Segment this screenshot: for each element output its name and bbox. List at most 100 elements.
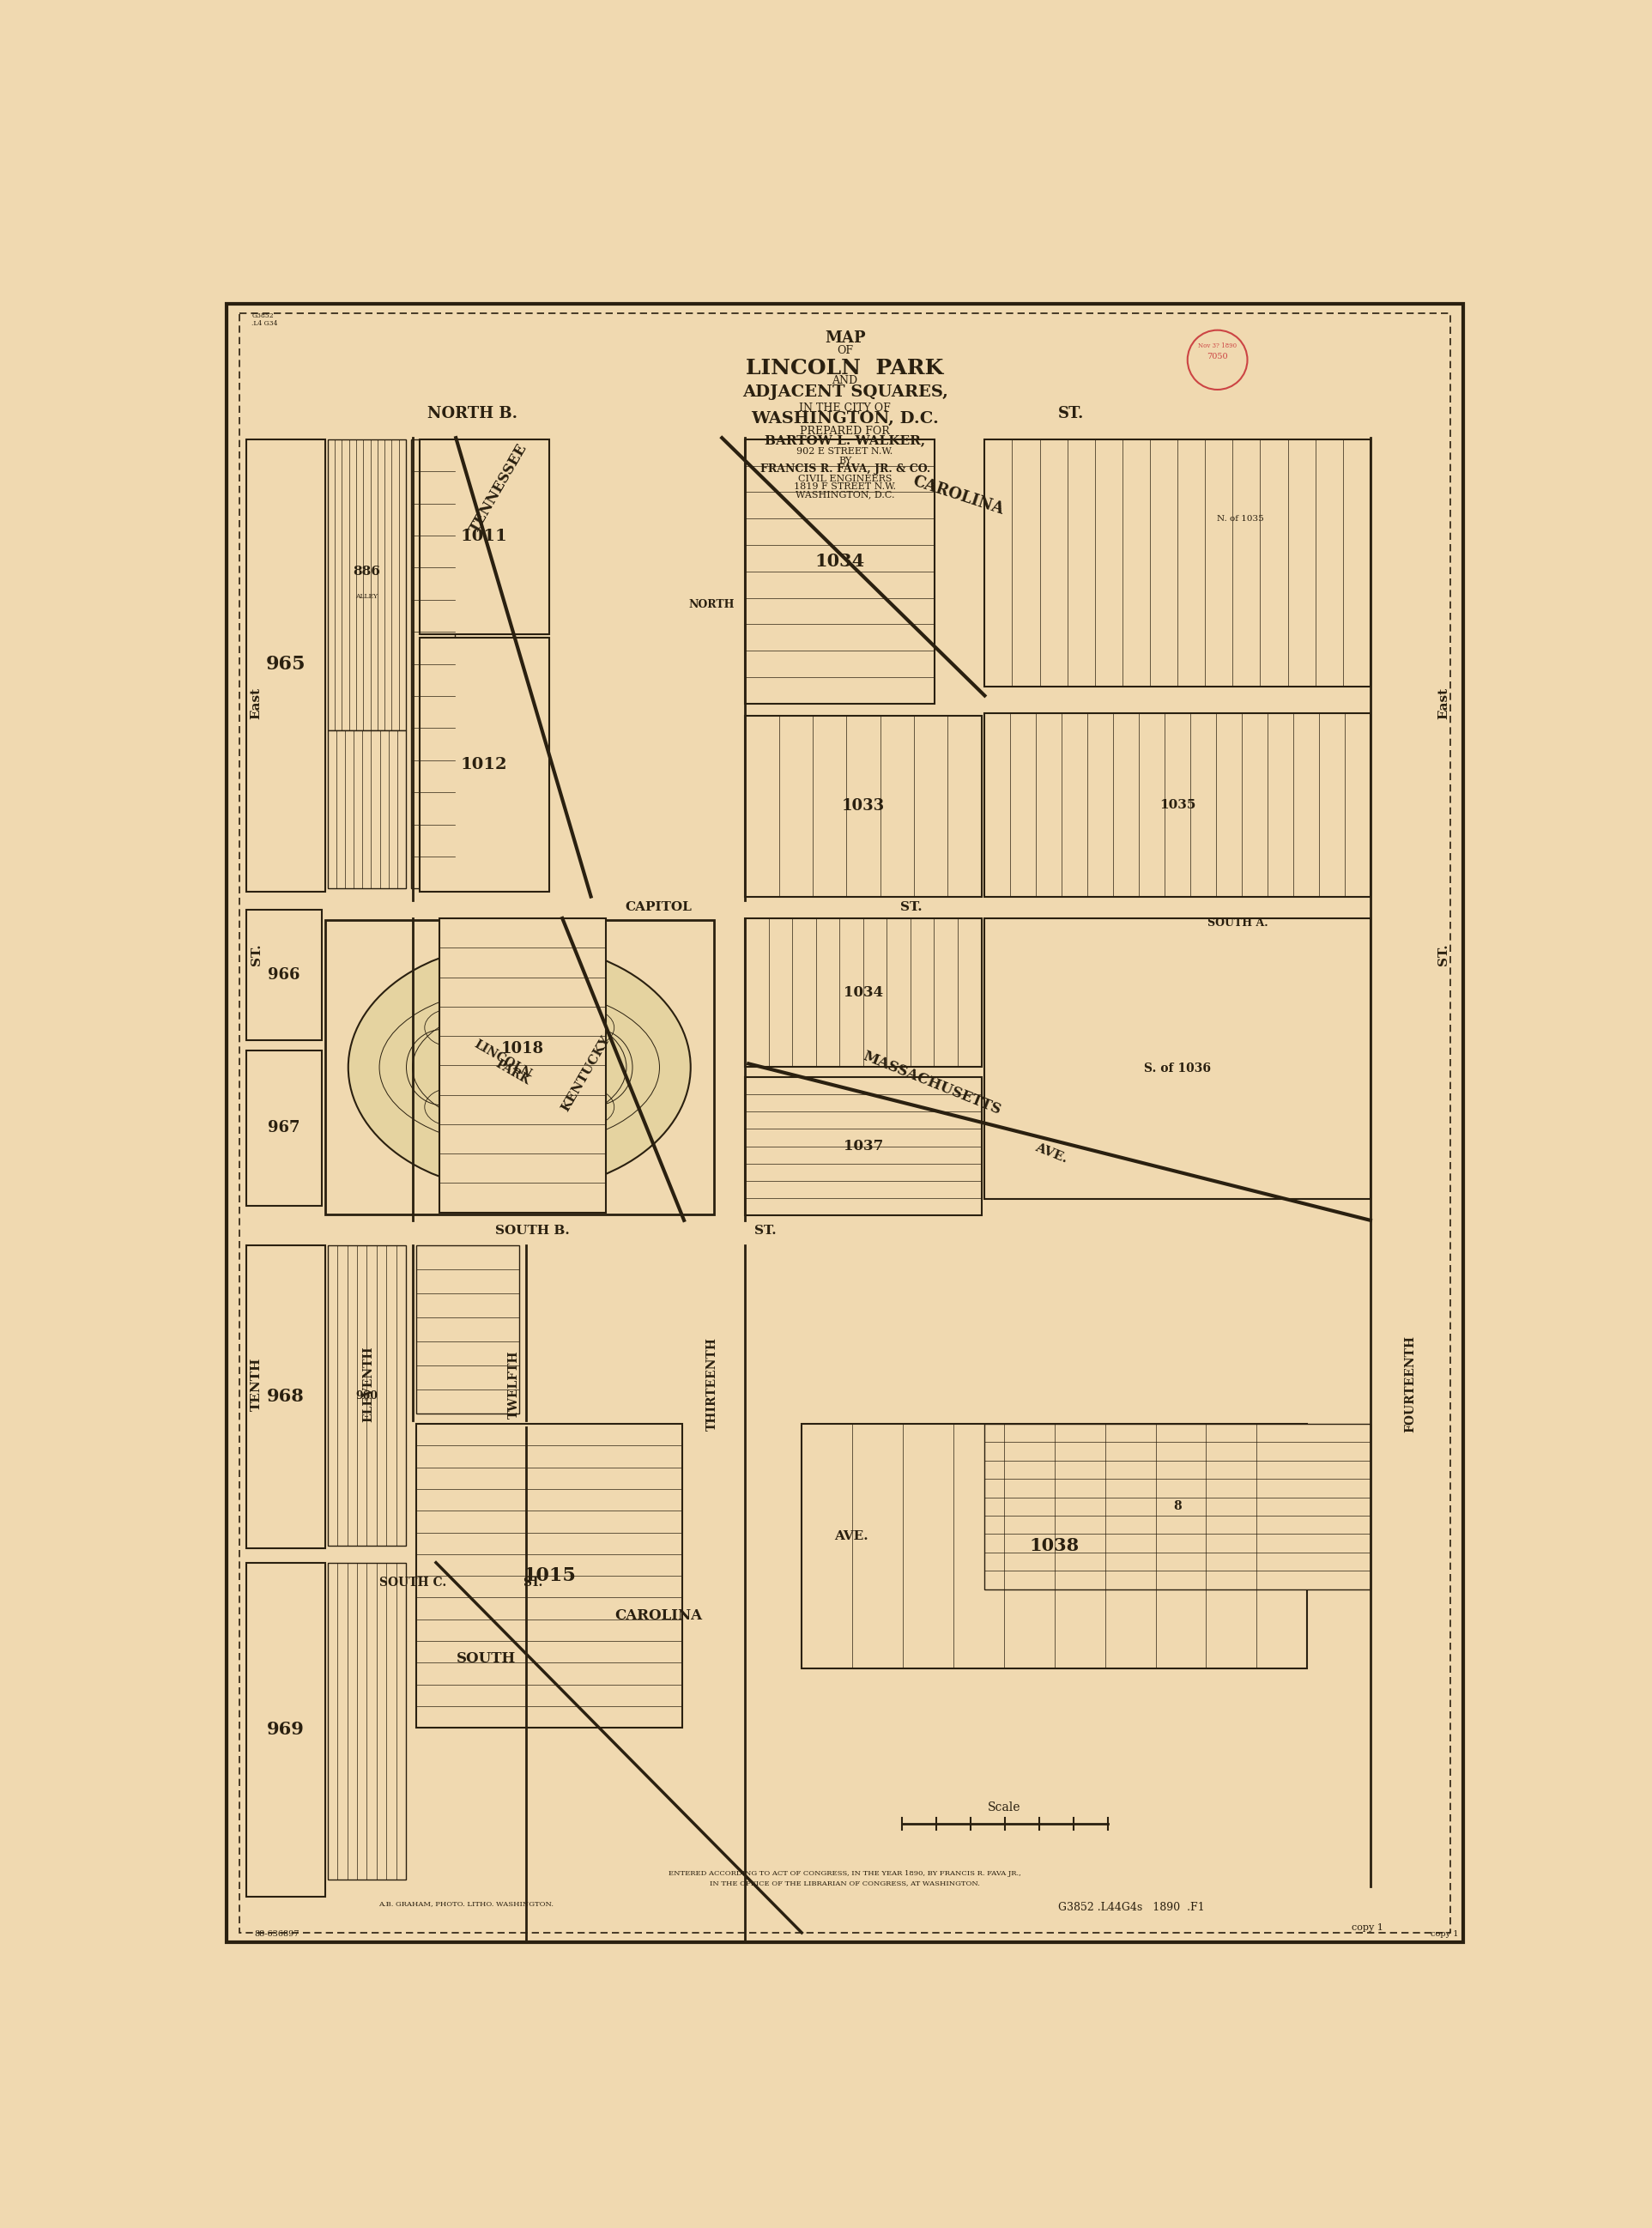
Text: FRANCIS R. FAVA, JR. & CO.: FRANCIS R. FAVA, JR. & CO.	[760, 463, 930, 475]
Text: TENTH: TENTH	[251, 1357, 263, 1410]
Text: 967: 967	[268, 1121, 299, 1136]
Text: ELEVENTH: ELEVENTH	[362, 1346, 373, 1421]
Text: ST.: ST.	[251, 945, 263, 965]
Text: TENNESSEE: TENNESSEE	[468, 441, 530, 537]
Text: CAROLINA: CAROLINA	[615, 1609, 702, 1622]
Text: BY: BY	[839, 457, 851, 466]
Bar	[411, 439, 454, 889]
Bar	[246, 909, 322, 1040]
Text: Nov 3? 1890: Nov 3? 1890	[1198, 343, 1237, 350]
Text: 969: 969	[268, 1720, 304, 1738]
Text: copy 1: copy 1	[1431, 1929, 1459, 1938]
Text: WASHINGTON, D.C.: WASHINGTON, D.C.	[752, 410, 938, 426]
Bar	[327, 439, 406, 731]
Text: CAPITOL: CAPITOL	[626, 900, 692, 913]
Text: ST.: ST.	[755, 1225, 776, 1237]
Bar	[420, 637, 548, 891]
Text: 1011: 1011	[461, 528, 507, 544]
Text: 1035: 1035	[1160, 800, 1196, 811]
Text: Scale: Scale	[988, 1800, 1021, 1814]
Text: SOUTH C.: SOUTH C.	[378, 1577, 446, 1589]
Text: A.B. GRAHAM, PHOTO. LITHO. WASHINGTON.: A.B. GRAHAM, PHOTO. LITHO. WASHINGTON.	[378, 1900, 553, 1907]
Text: 1037: 1037	[844, 1139, 884, 1154]
Circle shape	[458, 1056, 481, 1078]
Text: 886: 886	[354, 566, 380, 577]
Text: ST.: ST.	[1437, 945, 1449, 965]
Text: 1034: 1034	[814, 553, 866, 570]
Text: G3852 .L44G4s   1890  .F1: G3852 .L44G4s 1890 .F1	[1057, 1903, 1204, 1914]
Text: FOURTEENTH: FOURTEENTH	[1404, 1337, 1416, 1433]
Text: LINCOLN  PARK: LINCOLN PARK	[747, 359, 943, 379]
Bar	[745, 918, 981, 1067]
Text: 1033: 1033	[843, 798, 885, 813]
Text: AND: AND	[833, 374, 857, 385]
Bar	[801, 1424, 1307, 1669]
Text: 8: 8	[1173, 1499, 1181, 1513]
Text: TWELFTH: TWELFTH	[507, 1350, 520, 1419]
Bar	[745, 715, 981, 898]
Text: ENTERED ACCORDING TO ACT OF CONGRESS, IN THE YEAR 1890, BY FRANCIS R. FAVA JR.,: ENTERED ACCORDING TO ACT OF CONGRESS, IN…	[669, 1869, 1021, 1876]
Text: PREPARED FOR: PREPARED FOR	[800, 426, 890, 437]
Text: 1018: 1018	[501, 1040, 544, 1056]
Text: 88-636897: 88-636897	[254, 1929, 299, 1938]
Text: copy 1: copy 1	[1351, 1923, 1383, 1932]
Text: THIRTEENTH: THIRTEENTH	[705, 1337, 719, 1430]
Text: CAROLINA: CAROLINA	[910, 472, 1006, 517]
Text: 1015: 1015	[522, 1566, 575, 1586]
Text: 965: 965	[266, 655, 306, 673]
Text: BARTOW L. WALKER,: BARTOW L. WALKER,	[765, 434, 925, 446]
Bar	[985, 1424, 1371, 1589]
Bar	[985, 713, 1371, 898]
Bar	[246, 1049, 322, 1205]
Bar	[325, 920, 714, 1214]
Text: ST.: ST.	[900, 900, 922, 913]
Text: AVE.: AVE.	[834, 1531, 869, 1542]
Bar	[327, 731, 406, 889]
Text: 968: 968	[268, 1388, 304, 1406]
Text: LINCOLN: LINCOLN	[472, 1038, 534, 1081]
Text: NORTH B.: NORTH B.	[428, 405, 517, 421]
Text: SOUTH A.: SOUTH A.	[1208, 918, 1267, 929]
Text: S. of 1036: S. of 1036	[1145, 1063, 1211, 1074]
Bar	[327, 1245, 406, 1546]
Text: IN THE CITY OF: IN THE CITY OF	[800, 403, 890, 414]
Bar	[985, 439, 1371, 686]
Text: SOUTH B.: SOUTH B.	[496, 1225, 570, 1237]
Bar	[745, 1076, 981, 1216]
Text: ST.: ST.	[1057, 405, 1084, 421]
Text: East: East	[251, 688, 263, 720]
Text: 1038: 1038	[1029, 1537, 1079, 1555]
Bar	[246, 1562, 325, 1896]
Text: ST.: ST.	[522, 1577, 542, 1589]
Bar	[745, 439, 935, 704]
Text: OF: OF	[838, 345, 852, 356]
Text: PARK: PARK	[494, 1058, 532, 1087]
Text: 7050: 7050	[1208, 352, 1227, 361]
Text: IN THE OFFICE OF THE LIBRARIAN OF CONGRESS, AT WASHINGTON.: IN THE OFFICE OF THE LIBRARIAN OF CONGRE…	[710, 1880, 980, 1887]
Bar	[439, 918, 606, 1212]
Ellipse shape	[349, 945, 691, 1190]
Text: MAP: MAP	[824, 330, 866, 345]
Text: SOUTH: SOUTH	[456, 1651, 515, 1667]
Bar	[327, 1562, 406, 1880]
Text: KENTUCKY: KENTUCKY	[558, 1034, 613, 1114]
Text: 1012: 1012	[461, 758, 507, 773]
Text: East: East	[1437, 688, 1449, 720]
Text: WASHINGTON, D.C.: WASHINGTON, D.C.	[795, 490, 894, 499]
Text: ADJACENT SQUARES,: ADJACENT SQUARES,	[742, 383, 948, 399]
Text: G3852
.L4 G34: G3852 .L4 G34	[251, 312, 278, 328]
Text: 1819 F STREET N.W.: 1819 F STREET N.W.	[795, 481, 895, 490]
Text: ALLEY: ALLEY	[355, 593, 378, 599]
Bar	[416, 1424, 682, 1729]
Text: 1034: 1034	[844, 985, 884, 1000]
Bar	[246, 1245, 325, 1548]
Text: AVE.: AVE.	[1032, 1141, 1069, 1165]
Bar	[416, 1245, 519, 1415]
Bar	[420, 439, 548, 635]
Text: 902 E STREET N.W.: 902 E STREET N.W.	[796, 448, 894, 457]
Bar	[985, 918, 1371, 1199]
Text: NORTH: NORTH	[689, 599, 735, 610]
Text: MASSACHUSETTS: MASSACHUSETTS	[861, 1049, 1003, 1118]
Text: N. of 1035: N. of 1035	[1218, 515, 1264, 521]
Bar	[246, 439, 325, 891]
